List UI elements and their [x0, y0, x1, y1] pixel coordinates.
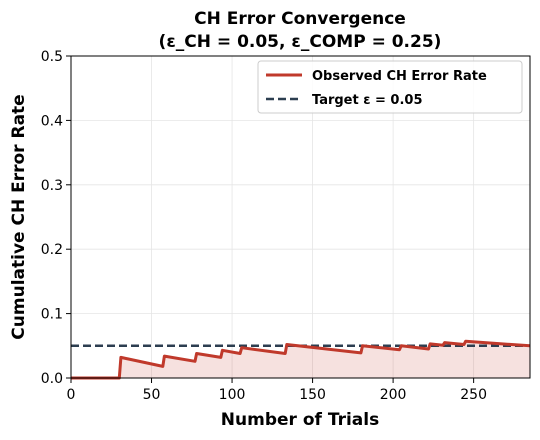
x-tick-label-4: 200	[380, 387, 407, 403]
plot-frame	[70, 55, 531, 379]
observed-line	[71, 339, 531, 380]
legend-box	[257, 60, 523, 114]
y-tick-label-2: 0.2	[41, 242, 63, 258]
y-tick-label-0: 0.0	[41, 371, 63, 387]
x-tick-label-0: 0	[67, 387, 76, 403]
x-axis-label: Number of Trials	[221, 410, 379, 430]
y-tick-label-4: 0.4	[41, 113, 63, 129]
y-axis-label: Cumulative CH Error Rate	[9, 94, 29, 339]
x-tick-label-2: 100	[219, 387, 246, 403]
x-tick-label-3: 150	[299, 387, 326, 403]
legend-label-observed: Observed CH Error Rate	[312, 69, 487, 84]
chart-title-line2: (ε_CH = 0.05, ε_COMP = 0.25)	[159, 32, 442, 52]
legend: Observed CH Error Rate Target ε = 0.05	[257, 60, 523, 114]
series-layer	[71, 339, 531, 380]
observed-area-fill	[71, 341, 530, 378]
chart-title-line1: CH Error Convergence	[194, 9, 406, 29]
legend-label-target: Target ε = 0.05	[312, 93, 423, 108]
y-tick-label-3: 0.3	[41, 178, 63, 194]
y-tick-label-5: 0.5	[41, 49, 63, 65]
y-tick-label-1: 0.1	[41, 307, 63, 323]
axes	[70, 55, 531, 379]
x-tick-label-1: 50	[143, 387, 161, 403]
x-tick-label-5: 250	[460, 387, 487, 403]
ticks: 0 50 100 150 200 250 0.0 0.1 0.2 0.3 0.4 0.5	[41, 49, 487, 403]
